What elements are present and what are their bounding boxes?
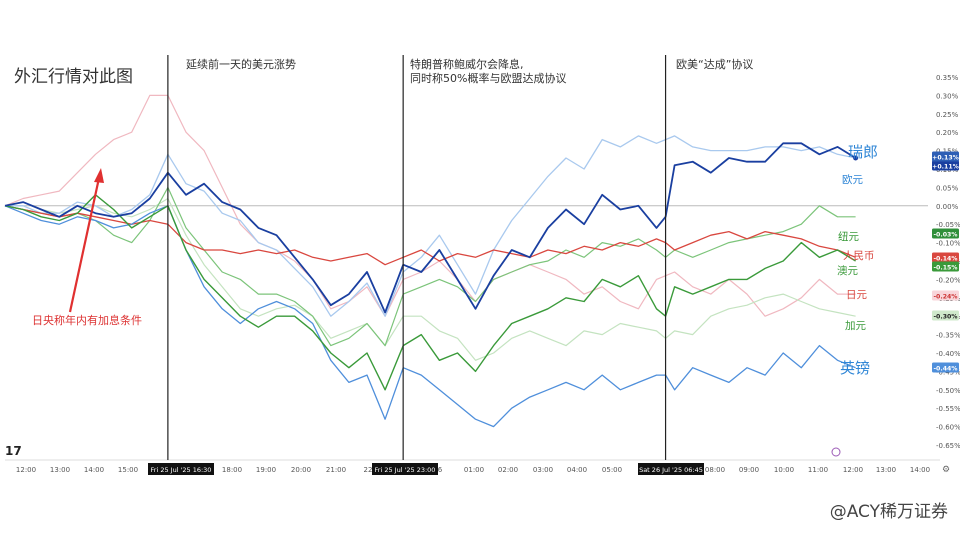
side-label-aud: 澳元 bbox=[837, 264, 858, 277]
x-tick-label: 13:00 bbox=[876, 466, 896, 474]
x-tick-label: 14:00 bbox=[910, 466, 930, 474]
x-tick-label: 12:00 bbox=[843, 466, 863, 474]
x-tick-label: 6 bbox=[438, 466, 443, 474]
value-badge-chf bbox=[932, 160, 959, 171]
value-badge-text: -0.44% bbox=[933, 366, 957, 373]
x-tick-label: 18:00 bbox=[222, 466, 242, 474]
side-label-gbp: 英镑 bbox=[840, 359, 870, 377]
annotation-eu-us-deal: 欧美“达成”协议 bbox=[676, 58, 753, 72]
y-tick-label: 0.00% bbox=[936, 203, 959, 211]
x-tick-label: 14:00 bbox=[84, 466, 104, 474]
x-tick-highlight bbox=[372, 463, 438, 475]
side-label-nzd: 纽元 bbox=[838, 230, 859, 243]
value-badge-text: +0.11% bbox=[932, 164, 959, 171]
y-tick-label: 0.25% bbox=[936, 111, 959, 119]
series-end-point-chf bbox=[853, 155, 859, 161]
value-badge-text: -0.15% bbox=[933, 265, 957, 272]
series-line-chf bbox=[4, 142, 857, 314]
x-tick-label: 04:00 bbox=[567, 466, 587, 474]
annotation-boj: 日央称年内有加息条件 bbox=[32, 314, 142, 328]
series-line-eur bbox=[5, 135, 856, 317]
value-badge-gbp bbox=[932, 362, 959, 373]
x-tick-label: Fri 25 Jul '25 16:30 bbox=[151, 466, 212, 474]
value-badge-text: -0.24% bbox=[933, 294, 957, 301]
x-tick-label: Sat 26 Jul '25 06:45 bbox=[639, 466, 703, 474]
y-tick-label: -0.40% bbox=[936, 350, 960, 358]
side-label-cny: 人民币 bbox=[843, 250, 875, 262]
series-line-gbp bbox=[4, 205, 856, 428]
x-tick-highlight bbox=[638, 463, 704, 475]
x-tick-label: 15:00 bbox=[118, 466, 138, 474]
y-tick-label: -0.55% bbox=[936, 405, 960, 413]
value-badge-nzd bbox=[932, 228, 959, 239]
value-badge-text: -0.14% bbox=[933, 256, 957, 263]
y-tick-label: -0.10% bbox=[936, 240, 960, 248]
side-label-jpy: 日元 bbox=[846, 289, 867, 301]
x-tick-highlight bbox=[148, 463, 214, 475]
x-tick-label: 05:00 bbox=[602, 466, 622, 474]
x-tick-label: 19:00 bbox=[256, 466, 276, 474]
x-tick-label: 02:00 bbox=[498, 466, 518, 474]
x-tick-label: 11:00 bbox=[808, 466, 828, 474]
series-line-cad bbox=[4, 197, 856, 361]
x-tick-label: 21:00 bbox=[326, 466, 346, 474]
settings-gear-icon: ⚙ bbox=[942, 465, 950, 475]
y-tick-label: -0.35% bbox=[936, 332, 960, 340]
annotation-line: 特朗普称鲍威尔会降息, bbox=[410, 58, 524, 71]
value-badge-text: -0.03% bbox=[933, 232, 957, 239]
annotation-arrow-head bbox=[94, 168, 104, 183]
y-tick-label: -0.60% bbox=[936, 424, 960, 432]
y-tick-label: 0.35% bbox=[936, 74, 959, 82]
annotation-line: 延续前一天的美元涨势 bbox=[186, 58, 296, 71]
chart-title: 外汇行情对此图 bbox=[14, 67, 133, 87]
y-tick-label: 0.20% bbox=[936, 129, 959, 137]
value-badge-cny bbox=[932, 252, 959, 263]
series-line-aud bbox=[4, 194, 856, 391]
x-tick-label: 08:00 bbox=[705, 466, 725, 474]
annotation-line: 同时称50%概率与欧盟达成协议 bbox=[410, 72, 567, 85]
y-tick-label: 0.05% bbox=[936, 184, 959, 192]
annotation-line: 欧美“达成”协议 bbox=[676, 58, 754, 71]
series-line-cny bbox=[4, 205, 856, 266]
watermark: @ACY稀万证券 bbox=[829, 502, 948, 522]
tradingview-logo: 17 bbox=[5, 444, 22, 458]
value-badge-text: +0.13% bbox=[932, 155, 959, 162]
annotation-prior-day: 延续前一天的美元涨势 bbox=[186, 58, 296, 72]
value-badge-text: -0.30% bbox=[933, 314, 957, 321]
x-tick-label: 01:00 bbox=[464, 466, 484, 474]
y-tick-label: -0.50% bbox=[936, 387, 960, 395]
y-tick-label: 0.30% bbox=[936, 92, 959, 100]
x-tick-label: Fri 25 Jul '25 23:00 bbox=[375, 466, 436, 474]
x-tick-label: 22 bbox=[364, 466, 373, 474]
side-label-cad: 加元 bbox=[845, 320, 866, 332]
y-tick-label: -0.20% bbox=[936, 276, 960, 284]
x-tick-label: 12:00 bbox=[16, 466, 36, 474]
side-label-eur: 欧元 bbox=[842, 174, 863, 186]
x-tick-label: 13:00 bbox=[50, 466, 70, 474]
value-badge-eur bbox=[932, 151, 959, 162]
value-badge-cad bbox=[932, 310, 959, 321]
annotation-trump-powell: 特朗普称鲍威尔会降息, 同时称50%概率与欧盟达成协议 bbox=[410, 58, 566, 86]
x-tick-label: 20:00 bbox=[291, 466, 311, 474]
annotation-line: 日央称年内有加息条件 bbox=[32, 314, 142, 327]
y-tick-label: -0.05% bbox=[936, 221, 960, 229]
value-badge-aud bbox=[932, 261, 959, 272]
x-tick-label: 09:00 bbox=[739, 466, 759, 474]
value-badge-jpy bbox=[932, 290, 959, 301]
side-label-chf: 瑞郎 bbox=[848, 143, 878, 161]
annotation-arrow-shaft bbox=[68, 177, 101, 313]
x-tick-label: 10:00 bbox=[774, 466, 794, 474]
y-tick-label: -0.65% bbox=[936, 442, 960, 450]
x-tick-label: 03:00 bbox=[533, 466, 553, 474]
lightning-icon bbox=[831, 447, 841, 457]
